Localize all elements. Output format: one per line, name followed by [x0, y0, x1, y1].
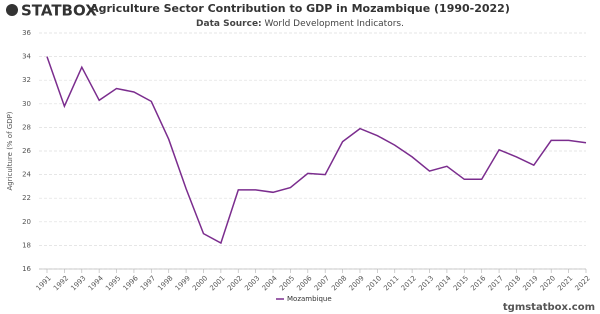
y-tick-label: 24 — [22, 171, 31, 179]
x-tick-label: 1996 — [122, 274, 141, 293]
subtitle-label: Data Source: — [196, 19, 262, 29]
y-tick-label: 32 — [22, 76, 31, 84]
x-tick-label: 2000 — [191, 274, 209, 292]
y-tick-label: 36 — [22, 29, 31, 37]
x-tick-label: 2013 — [417, 274, 435, 292]
x-tick-label: 2022 — [574, 274, 592, 292]
x-tick-label: 1998 — [156, 274, 174, 292]
y-axis-title: Agriculture (% of GDP) — [6, 111, 14, 190]
y-tick-label: 20 — [22, 218, 31, 226]
x-tick-label: 1997 — [139, 274, 157, 292]
x-tick-label: 1991 — [35, 274, 53, 292]
logo-text: STATBOX — [21, 2, 97, 20]
logo: STATBOX — [6, 2, 97, 20]
x-tick-label: 2021 — [556, 274, 574, 292]
x-tick-label: 2015 — [452, 274, 470, 292]
x-tick-label: 2011 — [382, 274, 400, 292]
x-tick-label: 2006 — [295, 274, 314, 293]
x-tick-label: 1994 — [87, 274, 106, 293]
x-tick-label: 2003 — [243, 274, 261, 292]
x-tick-label: 2014 — [434, 274, 453, 293]
legend-label: Mozambique — [287, 295, 332, 303]
y-tick-label: 26 — [22, 147, 31, 155]
x-tick-label: 2001 — [208, 274, 226, 292]
x-tick-label: 1992 — [52, 274, 70, 292]
y-tick-label: 16 — [22, 265, 31, 273]
x-tick-label: 1999 — [174, 274, 192, 292]
x-tick-label: 2010 — [365, 274, 383, 292]
x-tick-label: 2016 — [469, 274, 488, 293]
y-tick-label: 18 — [22, 241, 31, 249]
x-tick-label: 2017 — [487, 274, 505, 292]
line — [46, 56, 587, 245]
x-tick-label: 2002 — [226, 274, 244, 292]
y-tick-label: 28 — [22, 123, 31, 131]
y-tick-label: 22 — [22, 194, 31, 202]
y-tick-label: 30 — [22, 100, 31, 108]
x-tick-label: 2005 — [278, 274, 296, 292]
chart-subtitle: Data Source: World Development Indicator… — [196, 19, 404, 29]
x-tick-label: 2009 — [348, 274, 366, 292]
x-tick-label: 2004 — [261, 274, 280, 293]
x-tick-label: 1993 — [69, 274, 87, 292]
footer: tgmstatbox.com — [503, 302, 595, 313]
logo-icon — [6, 4, 18, 16]
x-tick-label: 2020 — [539, 274, 557, 292]
x-tick-label: 2008 — [330, 274, 348, 292]
x-tick-label: 2012 — [400, 274, 418, 292]
x-tick-label: 2007 — [313, 274, 331, 292]
x-tick-label: 1995 — [104, 274, 122, 292]
y-tick-label: 34 — [22, 53, 31, 61]
x-tick-label: 2018 — [504, 274, 522, 292]
x-tick-label: 2019 — [521, 274, 539, 292]
subtitle-text: World Development Indicators. — [265, 19, 404, 29]
chart-title: Agriculture Sector Contribution to GDP i… — [90, 2, 510, 15]
